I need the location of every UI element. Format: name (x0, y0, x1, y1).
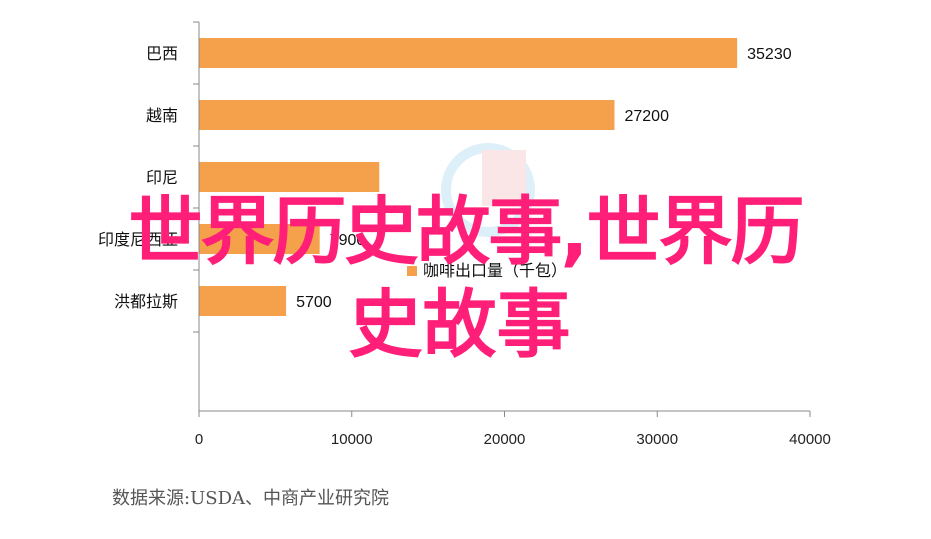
legend-swatch (407, 266, 417, 276)
x-tick-label: 20000 (484, 431, 526, 448)
bar (199, 286, 287, 316)
value-label: 27200 (624, 108, 669, 125)
legend-label: 咖啡出口量（千包） (423, 262, 567, 280)
category-label: 洪都拉斯 (114, 292, 178, 311)
source-caption: 数据来源:USDA、中商产业研究院 (112, 488, 389, 509)
category-label: 印尼 (146, 168, 178, 187)
value-label: 35230 (747, 46, 792, 63)
value-label: 7900 (330, 232, 366, 249)
watermark-logo (441, 143, 535, 237)
x-tick-label: 0 (195, 431, 203, 448)
overlay-title-line1: 世界历史故事,世界历 (128, 189, 804, 275)
category-label: 巴西 (146, 44, 178, 63)
category-label: 印度尼西亚 (98, 230, 178, 249)
category-label: 越南 (146, 106, 178, 125)
overlay-title-line2: 史故事 (348, 282, 571, 368)
bar (199, 100, 615, 130)
x-tick-label: 40000 (789, 431, 831, 448)
x-tick-label: 30000 (636, 431, 678, 448)
bar (199, 224, 320, 254)
bar (199, 38, 738, 68)
value-label: 5700 (296, 294, 332, 311)
x-tick-label: 10000 (331, 431, 373, 448)
bar (199, 162, 380, 192)
